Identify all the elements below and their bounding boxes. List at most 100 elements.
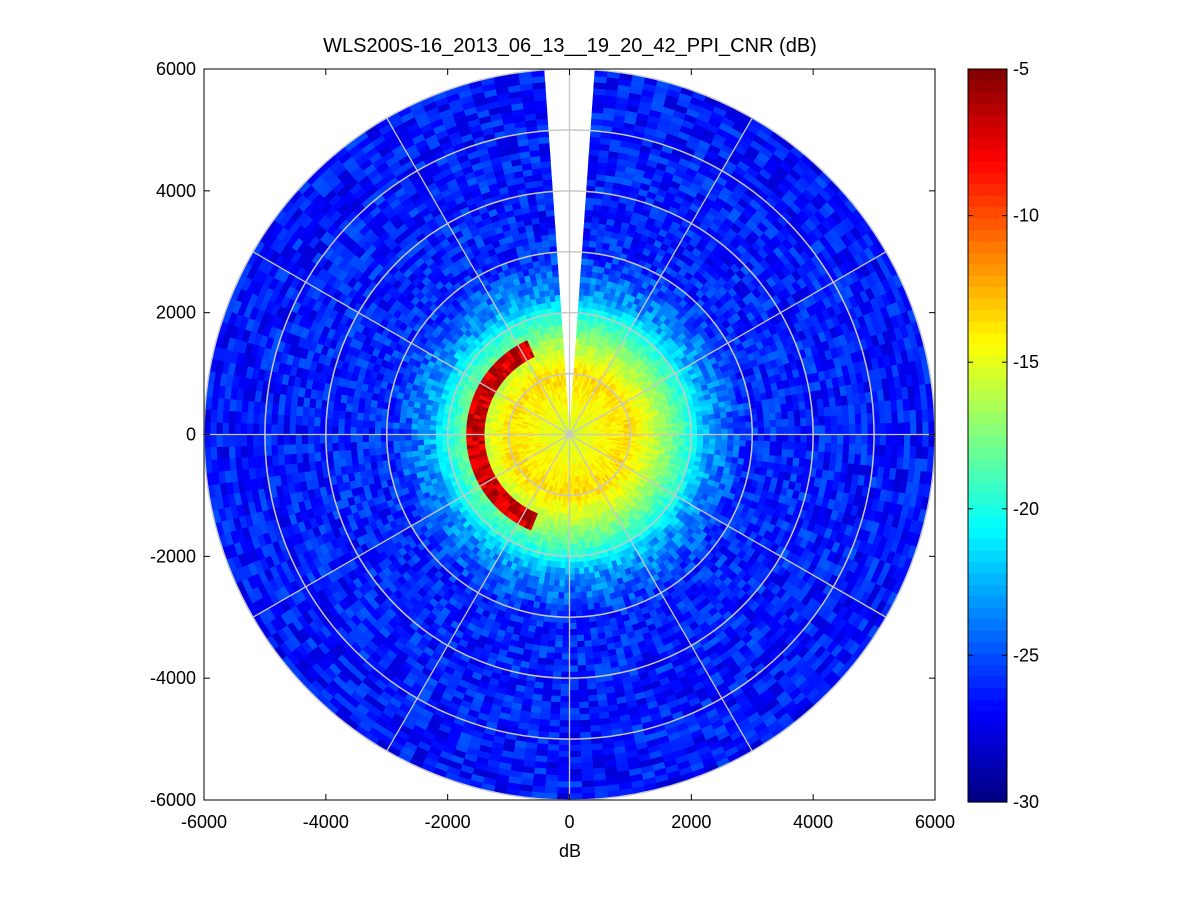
ppi-cell-2722 bbox=[429, 429, 436, 435]
ppi-cell-96 bbox=[553, 652, 563, 661]
ppi-cell-2679 bbox=[325, 434, 333, 444]
ppi-cell-2794 bbox=[356, 419, 364, 428]
ppi-cell-2601 bbox=[435, 438, 443, 445]
ppi-cell-113 bbox=[546, 756, 559, 764]
ppi-cell-2784 bbox=[416, 423, 425, 430]
ppi-cell-2637 bbox=[216, 446, 224, 460]
ppi-cell-157 bbox=[544, 658, 555, 666]
ppi-cell-26 bbox=[563, 592, 570, 600]
ppi-cell-2735 bbox=[349, 426, 357, 435]
ppi-cell-2783 bbox=[423, 423, 431, 430]
ppi-cell-2806 bbox=[283, 414, 291, 426]
ppi-cell-2694 bbox=[234, 434, 242, 447]
ppi-cell-2798 bbox=[331, 417, 339, 427]
ppi-cell-162 bbox=[541, 688, 553, 697]
ppi-cell-2817 bbox=[216, 409, 224, 423]
ppi-cell-36 bbox=[561, 653, 570, 661]
ppi-cell-2671 bbox=[374, 434, 382, 442]
ppi-cell-2848 bbox=[392, 415, 401, 423]
ppi-cell-57 bbox=[556, 781, 570, 789]
ppi-cell-2562 bbox=[307, 451, 316, 463]
ppi-cell-45 bbox=[559, 708, 570, 716]
ppi-cell-43 bbox=[559, 695, 570, 703]
ppi-cell-2698 bbox=[209, 434, 217, 448]
ppi-cell-2662 bbox=[429, 434, 436, 440]
ppi-cell-48 bbox=[558, 726, 570, 734]
ppi-cell-2551 bbox=[374, 447, 383, 456]
ppi-cell-84 bbox=[558, 579, 565, 588]
ppi-cell-87 bbox=[557, 598, 565, 606]
ppi-cell-2853 bbox=[362, 412, 370, 421]
ppi-cell-2797 bbox=[337, 418, 346, 427]
ppi-cell-161 bbox=[542, 682, 553, 691]
ppi-cell-2793 bbox=[362, 419, 370, 428]
ppi-cell-2686 bbox=[282, 434, 290, 445]
ppi-cell-2858 bbox=[332, 409, 340, 419]
ppi-cell-155 bbox=[546, 646, 555, 654]
ppi-cell-2631 bbox=[252, 444, 260, 457]
ppi-cell-2758 bbox=[209, 421, 217, 435]
ppi-cell-2636 bbox=[222, 446, 230, 460]
ppi-cell-2739 bbox=[325, 425, 333, 435]
ppi-cell-47 bbox=[558, 720, 570, 728]
ppi-cell-2745 bbox=[288, 424, 296, 435]
ppi-cell-31 bbox=[562, 622, 570, 630]
ppi-cell-2548 bbox=[392, 446, 401, 454]
ppi-cell-2556 bbox=[344, 449, 352, 459]
ppi-cell-2803 bbox=[301, 415, 309, 426]
ppi-cell-2813 bbox=[240, 411, 248, 424]
ppi-cell-2565 bbox=[289, 453, 298, 465]
ppi-cell-2660 bbox=[441, 434, 448, 440]
ppi-cell-82 bbox=[559, 567, 566, 575]
ppi-cell-2602 bbox=[429, 438, 437, 445]
ppi-cell-2617 bbox=[337, 442, 346, 451]
ppi-cell-2734 bbox=[355, 426, 363, 435]
ppi-cell-49 bbox=[558, 732, 570, 740]
ppi-cell-2744 bbox=[295, 424, 302, 435]
ppi-cell-23 bbox=[564, 574, 570, 582]
ppi-cell-44 bbox=[559, 702, 570, 709]
ppi-cell-2628 bbox=[270, 444, 279, 456]
ppi-cell-2697 bbox=[215, 434, 223, 448]
ppi-cell-2759 bbox=[204, 421, 211, 435]
ppi-cell-2865 bbox=[289, 404, 298, 416]
ppi-cell-2847 bbox=[398, 416, 407, 424]
ppi-cell-2558 bbox=[332, 450, 340, 460]
ppi-cell-2625 bbox=[289, 443, 297, 455]
ppi-cell-46 bbox=[559, 714, 570, 722]
ppi-cell-42 bbox=[560, 689, 570, 697]
ppi-cell-116 bbox=[544, 774, 558, 782]
ppi-cell-2756 bbox=[221, 422, 229, 435]
ppi-cell-2696 bbox=[221, 434, 229, 447]
ppi-cell-2721 bbox=[435, 429, 443, 435]
ppi-cell-2554 bbox=[356, 448, 364, 458]
ppi-cell-2725 bbox=[410, 428, 418, 435]
ppi-cell-2606 bbox=[404, 439, 412, 447]
ppi-cell-40 bbox=[560, 677, 570, 685]
ppi-cell-24 bbox=[563, 580, 570, 588]
ppi-cell-2661 bbox=[435, 434, 443, 440]
ppi-cell-2862 bbox=[307, 406, 316, 418]
ppi-cell-2670 bbox=[380, 434, 388, 442]
ppi-cell-2638 bbox=[209, 446, 218, 460]
ppi-cell-104 bbox=[550, 701, 561, 709]
ppi-cell-2603 bbox=[423, 439, 431, 446]
ppi-cell-2545 bbox=[411, 444, 419, 452]
ppi-cell-212 bbox=[541, 627, 550, 635]
ppi-cell-2665 bbox=[410, 434, 418, 441]
ppi-cell-2633 bbox=[240, 445, 248, 458]
ppi-cell-2608 bbox=[392, 440, 400, 448]
ppi-cell-2791 bbox=[374, 420, 382, 429]
ppi-cell-2781 bbox=[435, 424, 443, 431]
ppi-cell-81 bbox=[559, 561, 566, 569]
ppi-cell-154 bbox=[546, 640, 556, 648]
ppi-cell-2857 bbox=[338, 409, 346, 420]
ppi-cell-2738 bbox=[331, 425, 339, 435]
ppi-cell-151 bbox=[548, 621, 557, 630]
ppi-cell-2792 bbox=[368, 420, 376, 429]
ppi-cell-2561 bbox=[313, 451, 322, 462]
ppi-cell-2597 bbox=[459, 437, 467, 443]
ppi-cell-2616 bbox=[343, 441, 352, 451]
ppi-cell-41 bbox=[560, 683, 570, 691]
